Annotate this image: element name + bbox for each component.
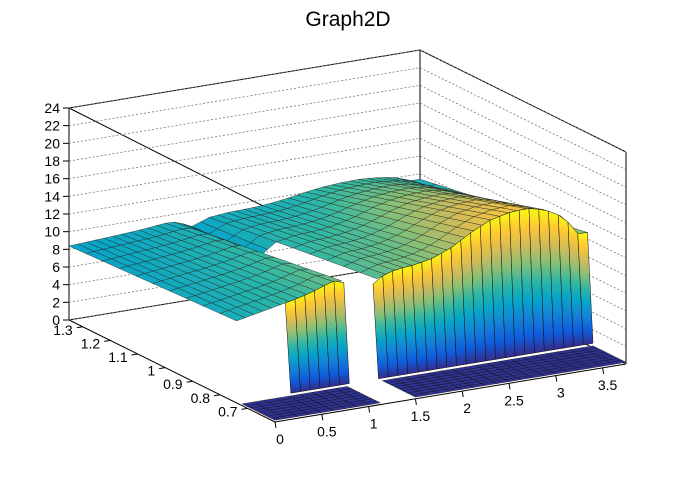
x-tick [274,421,277,429]
x-tick-label: 0 [276,431,284,447]
x-tick [368,406,371,413]
surface-cell [316,274,342,282]
y-tick [104,339,111,342]
y-tick [213,394,221,397]
floor-cell [580,345,598,351]
z-tick-label: 16 [44,171,60,187]
frame-edge-7 [68,319,276,423]
chart-title: Graph2D [305,8,390,31]
z-gridline-10 [68,84,627,188]
y-tick [76,326,83,329]
x-tick-label: 3 [557,385,565,401]
z-gridline-11 [68,67,627,171]
y-tick-label: 0.7 [218,403,238,419]
y-tick-label: 0.9 [163,376,183,392]
front-wall-strip [577,232,594,346]
front-wall-strip [333,280,350,386]
z-tick-label: 4 [52,277,60,293]
frame-edge-8 [274,363,627,423]
x-tick-label: 1.5 [411,408,431,424]
y-tick [241,407,248,410]
y-tick-label: 1.3 [53,322,73,338]
frame-edge-inner [68,107,276,213]
x-tick-label: 2 [463,400,471,416]
x-tick [555,375,558,382]
x-tick [602,367,605,374]
y-tick-label: 0.8 [191,390,211,406]
y-tick-label: 1 [147,363,155,379]
z-gridline-8 [68,120,627,224]
z-tick-label: 0 [52,312,60,328]
y-tick [186,380,193,383]
y-tick-label: 1.2 [81,335,101,351]
z-tick-label: 8 [52,241,60,257]
x-tick [461,390,464,398]
z-gridline-12 [68,49,627,153]
z-tick-label: 18 [44,153,60,169]
z-tick-label: 2 [52,294,60,310]
x-tick [508,383,511,390]
surface-plot [68,177,627,421]
z-tick-label: 20 [44,135,60,151]
z-tick-label: 6 [52,259,60,275]
x-tick-label: 0.5 [317,423,337,439]
z-gridline-9 [68,102,627,206]
z-tick-label: 24 [44,100,60,116]
x-tick-label: 2.5 [504,392,524,408]
x-tick-label: 1 [370,416,378,432]
z-tick-label: 10 [44,224,60,240]
z-tick-label: 22 [44,118,60,134]
frame-edge-6 [419,49,627,153]
floor-cell [334,386,353,391]
y-tick [131,353,138,356]
x-tick [321,414,324,421]
y-tick [159,367,166,370]
z-tick-label: 12 [44,206,60,222]
z-gridline-7 [68,137,627,241]
x-tick-label: 3.5 [598,377,618,393]
y-tick-label: 1.1 [108,349,128,365]
x-tick [414,398,417,405]
z-tick-label: 14 [44,188,60,204]
